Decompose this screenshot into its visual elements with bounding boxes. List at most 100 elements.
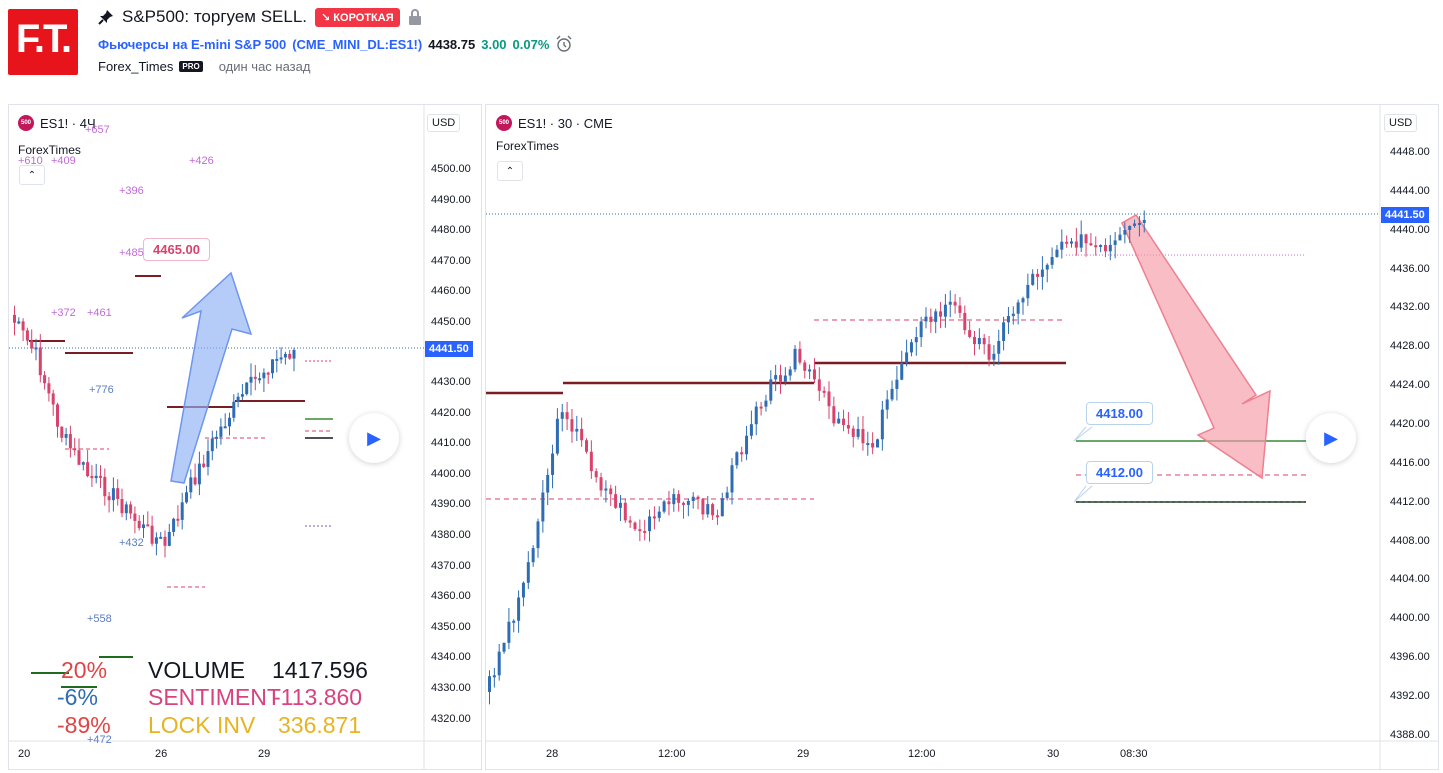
candle-body (249, 376, 253, 383)
price-axis-label: 4390.00 (431, 498, 471, 511)
candle-body (711, 504, 715, 516)
candle-body (1016, 302, 1020, 314)
marker: +610 (18, 155, 43, 167)
play-replay-button[interactable]: ▶ (1306, 413, 1356, 463)
candle-body (253, 376, 257, 379)
price-axis-label: 4412.00 (1390, 495, 1430, 508)
candle-body (628, 520, 632, 523)
symbol-row: Фьючерсы на E-mini S&P 500 (CME_MINI_DL:… (98, 35, 573, 53)
candle-body (866, 443, 870, 446)
symbol-description-link[interactable]: Фьючерсы на E-mini S&P 500 (98, 36, 287, 52)
candle-body (86, 462, 90, 477)
symbol-code-link[interactable]: (CME_MINI_DL:ES1!) (292, 36, 423, 52)
price-axis-label: 4420.00 (1390, 417, 1430, 430)
candle-body (124, 504, 128, 514)
candle-body (754, 406, 758, 425)
bearish-arrow[interactable] (1121, 214, 1271, 480)
pct-stat: -89% (57, 712, 111, 738)
candle-body (842, 418, 846, 426)
left-chart-legend[interactable]: 500 ES1! · 4Ч (18, 115, 96, 131)
candle-body (154, 537, 158, 544)
take-profit-2-callout[interactable]: 4412.00 (1086, 461, 1153, 484)
publish-time: один час назад (218, 59, 311, 74)
candle-body (99, 475, 102, 478)
forextimes-logo[interactable]: F.T. (8, 9, 78, 75)
marker: +426 (189, 155, 214, 167)
price-axis-label: 4340.00 (431, 651, 471, 664)
candle-body (706, 504, 710, 515)
candle-body (111, 488, 115, 501)
candle-body (142, 524, 145, 529)
right-legend-symbol: ES1! · 30 · CME (518, 115, 613, 131)
candle-body (73, 448, 77, 451)
price-axis-label: 4490.00 (431, 193, 471, 206)
candle-body (279, 357, 283, 360)
right-chart-legend[interactable]: 500 ES1! · 30 · CME (496, 115, 613, 131)
right-price-axis[interactable]: 4448.00 4444.00 4440.00 4436.00 4432.00 4428.… (1390, 105, 1438, 741)
candle-body (1108, 244, 1112, 252)
price-change-percent: 0.07% (512, 36, 550, 52)
candle-body (210, 438, 214, 452)
author-row: Forex_Times PRO один час назад (98, 59, 310, 74)
candle-body (180, 502, 184, 520)
candle-body (526, 562, 530, 583)
take-profit-1-callout[interactable]: 4418.00 (1086, 402, 1153, 425)
right-chart-panel[interactable]: 500 ES1! · 30 · CME ForexTimes ⌃ 4418.00… (485, 104, 1439, 770)
candle-body (1065, 241, 1069, 244)
candle-body (812, 369, 816, 380)
candle-body (599, 477, 603, 491)
candle-body (137, 520, 141, 529)
author-name[interactable]: Forex_Times (98, 59, 174, 74)
short-badge[interactable]: ↘ КОРОТКАЯ (315, 7, 400, 27)
marker: +396 (119, 185, 144, 197)
candle-body (730, 465, 734, 493)
left-currency-label[interactable]: USD (427, 114, 461, 132)
candle-body (271, 359, 274, 374)
candle-body (497, 651, 501, 676)
candle-body (541, 492, 545, 522)
price-axis-label: 4388.00 (1390, 728, 1430, 741)
candle-body (715, 515, 719, 518)
candle-body (575, 428, 579, 432)
right-collapse-button[interactable]: ⌃ (497, 161, 523, 181)
candle-body (197, 463, 201, 485)
left-price-axis[interactable]: 4500.00 4490.00 4480.00 4470.00 4460.00 4450.… (431, 105, 481, 741)
right-chart-canvas[interactable] (486, 105, 1438, 769)
candle-body (262, 372, 266, 379)
alarm-clock-icon[interactable] (555, 35, 573, 53)
candle-body (193, 477, 197, 485)
candle-body (1079, 234, 1083, 248)
candle-body (895, 379, 899, 389)
candle-body (749, 424, 753, 436)
candle-body (968, 330, 972, 337)
right-currency-label[interactable]: USD (1384, 114, 1418, 132)
candle-body (1006, 316, 1010, 323)
price-axis-label: 4430.00 (431, 376, 471, 388)
left-chart-canvas[interactable] (9, 105, 481, 769)
play-replay-button[interactable]: ▶ (349, 413, 399, 463)
right-current-price-tag: 4441.50 (1381, 207, 1429, 223)
left-collapse-button[interactable]: ⌃ (19, 165, 45, 185)
left-chart-panel[interactable]: 500 ES1! · 4Ч ForexTimes ⌃ +657 +610 +40… (8, 104, 482, 770)
candle-body (1045, 264, 1049, 270)
candle-body (1094, 245, 1098, 248)
price-axis-label: 4420.00 (431, 406, 471, 419)
candle-body (837, 418, 841, 424)
candle-body (163, 536, 167, 546)
target-price-callout[interactable]: 4465.00 (143, 238, 210, 261)
left-time-label: 29 (258, 748, 271, 760)
candle-body (133, 513, 137, 521)
candle-body (206, 451, 210, 467)
price-axis-label: 4416.00 (1390, 456, 1430, 469)
candle-body (555, 418, 559, 454)
sentiment-label: SENTIMENT (148, 684, 281, 710)
candle-body (585, 440, 588, 452)
candle-body (618, 502, 622, 508)
candle-body (764, 400, 768, 407)
bullish-arrow[interactable] (170, 271, 253, 484)
price-axis-label: 4448.00 (1390, 146, 1430, 158)
chevron-up-icon: ⌃ (27, 169, 37, 181)
candle-body (189, 477, 193, 493)
idea-title: S&P500: торгуем SELL. (122, 7, 308, 26)
pct-stat: -6% (57, 684, 98, 710)
